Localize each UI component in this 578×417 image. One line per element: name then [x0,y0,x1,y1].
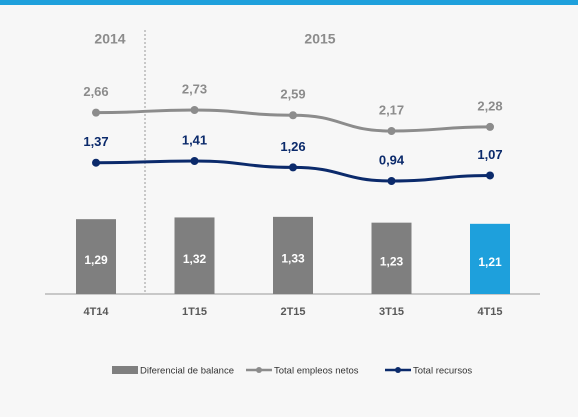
point [289,163,297,172]
data-label: 1,23 [380,255,404,269]
legend-swatch [395,367,401,373]
point [387,127,396,135]
data-label: 1,07 [477,147,502,162]
year-label: 2014 [94,31,125,47]
data-label: 1,26 [280,139,305,154]
top-border [0,0,578,5]
legend-label: Diferencial de balance [140,366,234,377]
data-label: 2,73 [182,81,207,96]
point [92,108,100,117]
data-label: 1,37 [83,134,108,149]
point [190,106,199,114]
x-tick-label: 1T15 [182,306,207,318]
bar [174,217,215,294]
bar [371,222,412,294]
data-label: 1,32 [183,252,207,266]
bar [470,223,510,294]
year-label: 2015 [304,31,335,47]
x-tick-label: 4T15 [477,306,502,318]
data-label: 1,41 [182,132,207,147]
point [190,157,199,165]
point [387,177,396,185]
data-label: 2,28 [477,98,502,113]
data-label: 2,66 [83,84,108,99]
x-tick-label: 2T15 [280,306,305,318]
bar [76,219,116,294]
x-tick-label: 3T15 [379,306,404,318]
legend-swatch [112,366,138,374]
data-label: 2,59 [280,87,305,102]
data-label: 0,94 [379,152,405,167]
point [486,171,494,180]
data-label: 1,29 [84,253,108,267]
bar [273,216,313,294]
point [289,111,297,120]
x-tick-label: 4T14 [83,306,109,318]
data-label: 1,33 [281,252,305,266]
legend-label: Total recursos [413,366,472,377]
legend-label: Total empleos netos [274,366,359,377]
legend-swatch [256,367,262,373]
data-label: 2,17 [379,102,404,117]
point [486,122,494,131]
point [92,158,100,167]
data-label: 1,21 [478,255,502,269]
